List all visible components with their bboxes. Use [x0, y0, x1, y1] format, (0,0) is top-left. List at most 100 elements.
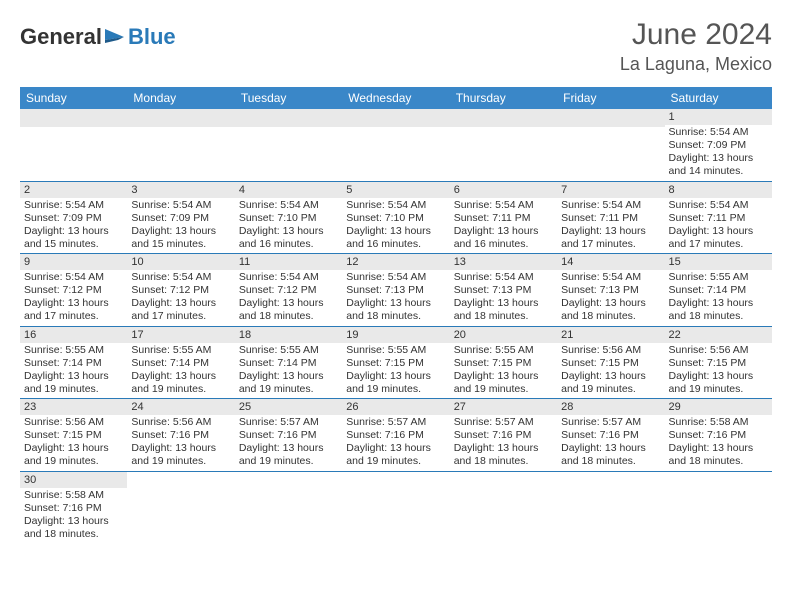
day-info-line: Sunrise: 5:54 AM	[454, 199, 553, 212]
calendar-row: 1Sunrise: 5:54 AMSunset: 7:09 PMDaylight…	[20, 109, 772, 181]
day-info-line: Daylight: 13 hours	[24, 515, 123, 528]
calendar-cell: 28Sunrise: 5:57 AMSunset: 7:16 PMDayligh…	[557, 399, 664, 472]
day-number: 2	[20, 182, 127, 198]
day-info: Sunrise: 5:56 AMSunset: 7:15 PMDaylight:…	[557, 343, 664, 399]
day-info-line: Sunrise: 5:55 AM	[454, 344, 553, 357]
day-info-line: Sunset: 7:15 PM	[24, 429, 123, 442]
day-info-line: Sunset: 7:12 PM	[24, 284, 123, 297]
empty-day-strip	[450, 109, 557, 127]
calendar-row: 30Sunrise: 5:58 AMSunset: 7:16 PMDayligh…	[20, 471, 772, 543]
calendar-header-row: Sunday Monday Tuesday Wednesday Thursday…	[20, 87, 772, 109]
day-info-line: Sunrise: 5:54 AM	[561, 199, 660, 212]
day-number: 11	[235, 254, 342, 270]
header: General Blue June 2024 La Laguna, Mexico	[20, 18, 772, 75]
day-number: 12	[342, 254, 449, 270]
day-info-line: Daylight: 13 hours	[669, 225, 768, 238]
calendar-cell: 21Sunrise: 5:56 AMSunset: 7:15 PMDayligh…	[557, 326, 664, 399]
day-info-line: Sunset: 7:14 PM	[239, 357, 338, 370]
day-info-line: and 18 minutes.	[669, 455, 768, 468]
day-info: Sunrise: 5:57 AMSunset: 7:16 PMDaylight:…	[342, 415, 449, 471]
day-info: Sunrise: 5:54 AMSunset: 7:10 PMDaylight:…	[342, 198, 449, 254]
day-info-line: Sunset: 7:09 PM	[669, 139, 768, 152]
day-info: Sunrise: 5:57 AMSunset: 7:16 PMDaylight:…	[557, 415, 664, 471]
day-info-line: Daylight: 13 hours	[454, 370, 553, 383]
day-info-line: Daylight: 13 hours	[561, 225, 660, 238]
day-info-line: Sunset: 7:16 PM	[561, 429, 660, 442]
day-info-line: Sunrise: 5:54 AM	[454, 271, 553, 284]
day-info: Sunrise: 5:54 AMSunset: 7:10 PMDaylight:…	[235, 198, 342, 254]
calendar-cell: 26Sunrise: 5:57 AMSunset: 7:16 PMDayligh…	[342, 399, 449, 472]
day-info-line: Sunset: 7:14 PM	[24, 357, 123, 370]
day-number: 28	[557, 399, 664, 415]
day-info-line: Sunset: 7:15 PM	[561, 357, 660, 370]
day-info-line: and 19 minutes.	[239, 455, 338, 468]
day-info-line: Sunrise: 5:55 AM	[346, 344, 445, 357]
day-number: 15	[665, 254, 772, 270]
day-info-line: Sunset: 7:13 PM	[346, 284, 445, 297]
day-info-line: and 16 minutes.	[454, 238, 553, 251]
day-info-line: and 19 minutes.	[24, 383, 123, 396]
day-info-line: Daylight: 13 hours	[131, 442, 230, 455]
day-info: Sunrise: 5:56 AMSunset: 7:15 PMDaylight:…	[665, 343, 772, 399]
calendar-cell	[235, 109, 342, 181]
day-info-line: Daylight: 13 hours	[669, 152, 768, 165]
day-number: 21	[557, 327, 664, 343]
day-info-line: and 17 minutes.	[131, 310, 230, 323]
logo-text-blue: Blue	[128, 24, 176, 50]
calendar-cell: 7Sunrise: 5:54 AMSunset: 7:11 PMDaylight…	[557, 181, 664, 254]
day-number: 3	[127, 182, 234, 198]
day-number: 5	[342, 182, 449, 198]
day-number: 7	[557, 182, 664, 198]
day-info: Sunrise: 5:54 AMSunset: 7:11 PMDaylight:…	[665, 198, 772, 254]
calendar-cell: 11Sunrise: 5:54 AMSunset: 7:12 PMDayligh…	[235, 254, 342, 327]
day-info: Sunrise: 5:54 AMSunset: 7:11 PMDaylight:…	[557, 198, 664, 254]
day-info-line: and 18 minutes.	[669, 310, 768, 323]
flag-icon	[104, 28, 126, 46]
day-info-line: Sunrise: 5:54 AM	[131, 271, 230, 284]
calendar-cell: 16Sunrise: 5:55 AMSunset: 7:14 PMDayligh…	[20, 326, 127, 399]
day-info-line: and 17 minutes.	[561, 238, 660, 251]
day-info-line: and 18 minutes.	[561, 455, 660, 468]
day-info-line: Sunset: 7:11 PM	[669, 212, 768, 225]
day-info: Sunrise: 5:54 AMSunset: 7:12 PMDaylight:…	[127, 270, 234, 326]
day-info-line: Daylight: 13 hours	[454, 225, 553, 238]
day-info-line: Daylight: 13 hours	[24, 297, 123, 310]
day-info: Sunrise: 5:58 AMSunset: 7:16 PMDaylight:…	[20, 488, 127, 544]
day-info-line: Sunrise: 5:54 AM	[346, 199, 445, 212]
day-info-line: and 19 minutes.	[131, 383, 230, 396]
day-info-line: Daylight: 13 hours	[24, 370, 123, 383]
calendar-cell: 12Sunrise: 5:54 AMSunset: 7:13 PMDayligh…	[342, 254, 449, 327]
calendar-cell	[20, 109, 127, 181]
calendar-row: 23Sunrise: 5:56 AMSunset: 7:15 PMDayligh…	[20, 399, 772, 472]
empty-day-strip	[235, 109, 342, 127]
day-info-line: Sunrise: 5:56 AM	[131, 416, 230, 429]
day-info-line: Sunrise: 5:58 AM	[24, 489, 123, 502]
day-info-line: Sunrise: 5:57 AM	[454, 416, 553, 429]
day-info: Sunrise: 5:54 AMSunset: 7:13 PMDaylight:…	[557, 270, 664, 326]
day-info-line: and 19 minutes.	[561, 383, 660, 396]
calendar-cell: 15Sunrise: 5:55 AMSunset: 7:14 PMDayligh…	[665, 254, 772, 327]
day-info-line: Sunset: 7:16 PM	[239, 429, 338, 442]
day-info-line: Sunset: 7:12 PM	[239, 284, 338, 297]
day-info-line: Sunset: 7:12 PM	[131, 284, 230, 297]
day-info: Sunrise: 5:54 AMSunset: 7:09 PMDaylight:…	[665, 125, 772, 181]
logo-text-general: General	[20, 24, 102, 50]
calendar-cell	[450, 471, 557, 543]
calendar-cell: 18Sunrise: 5:55 AMSunset: 7:14 PMDayligh…	[235, 326, 342, 399]
day-info-line: Daylight: 13 hours	[239, 225, 338, 238]
day-info-line: Sunrise: 5:57 AM	[561, 416, 660, 429]
day-info-line: Sunset: 7:16 PM	[24, 502, 123, 515]
day-info-line: Sunrise: 5:54 AM	[669, 199, 768, 212]
calendar-cell: 17Sunrise: 5:55 AMSunset: 7:14 PMDayligh…	[127, 326, 234, 399]
day-info-line: Daylight: 13 hours	[131, 297, 230, 310]
day-info-line: and 18 minutes.	[561, 310, 660, 323]
calendar-cell	[342, 471, 449, 543]
day-info-line: and 15 minutes.	[131, 238, 230, 251]
day-info-line: Daylight: 13 hours	[561, 442, 660, 455]
day-number: 14	[557, 254, 664, 270]
day-info: Sunrise: 5:54 AMSunset: 7:12 PMDaylight:…	[235, 270, 342, 326]
day-info: Sunrise: 5:55 AMSunset: 7:14 PMDaylight:…	[235, 343, 342, 399]
day-info-line: Sunset: 7:14 PM	[131, 357, 230, 370]
day-info-line: and 14 minutes.	[669, 165, 768, 178]
calendar-cell	[127, 109, 234, 181]
